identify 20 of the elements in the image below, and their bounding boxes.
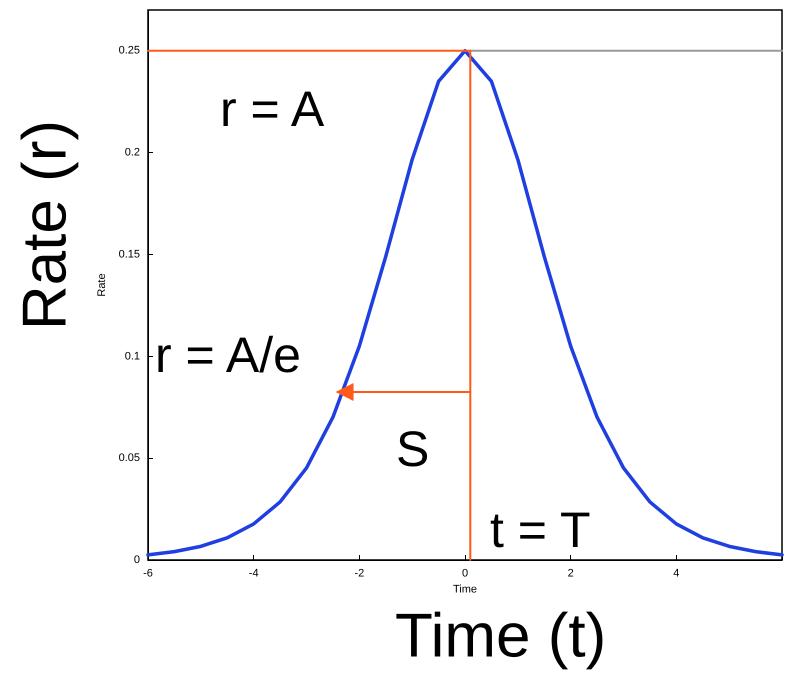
x-tick-label: 4 bbox=[673, 568, 680, 580]
x-tick-label: 2 bbox=[568, 568, 574, 580]
y-tick-label: 0.15 bbox=[118, 248, 140, 260]
y-tick-label: 0 bbox=[134, 554, 140, 566]
x-tick-label: -6 bbox=[143, 568, 153, 580]
y-tick-label: 0.1 bbox=[124, 350, 140, 362]
x-axis-title: Time bbox=[452, 583, 478, 596]
annotation: r = A/e bbox=[155, 327, 301, 383]
y-tick-label: 0.2 bbox=[124, 146, 140, 159]
annotation: r = A bbox=[220, 81, 325, 137]
y-axis-title: Rate bbox=[96, 273, 108, 297]
text: Rate (r) bbox=[10, 120, 80, 330]
x-tick-label: -2 bbox=[354, 568, 364, 580]
y-tick-label: 0.25 bbox=[118, 44, 140, 57]
x-tick-label: -4 bbox=[248, 568, 259, 580]
text: Time (t) bbox=[395, 602, 606, 670]
x-tick-label: 0 bbox=[462, 568, 468, 580]
y-tick-label: 0.05 bbox=[118, 452, 140, 464]
annotation: t = T bbox=[490, 502, 591, 558]
annotation: S bbox=[396, 421, 430, 477]
